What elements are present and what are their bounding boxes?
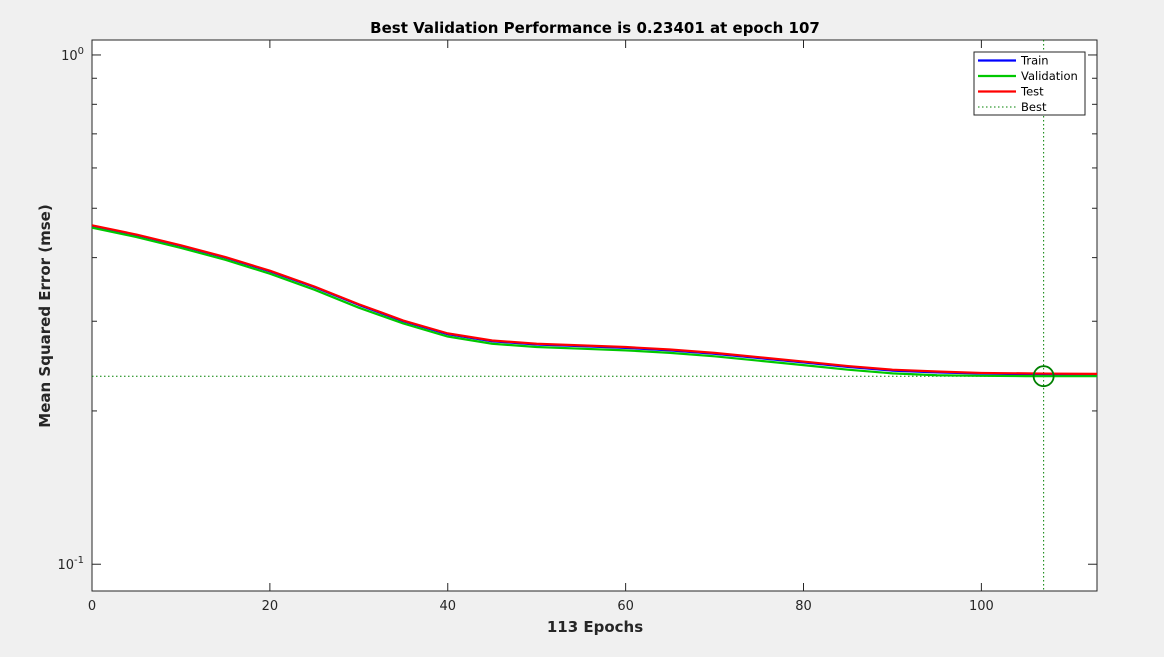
x-tick-label: 0 xyxy=(88,599,96,614)
x-tick-label: 40 xyxy=(439,599,456,614)
x-tick-label: 100 xyxy=(969,599,994,614)
series-line-validation xyxy=(91,226,1097,378)
legend-label-best: Best xyxy=(1021,100,1047,114)
x-axis-label: 113 Epochs xyxy=(547,618,643,636)
y-tick-label: 10-1 xyxy=(57,555,84,573)
series-line-test xyxy=(91,224,1098,375)
plot-marks xyxy=(91,40,1098,591)
best-marker xyxy=(1032,365,1055,388)
x-axis-ticks: 0 20 40 60 80 100 xyxy=(88,40,994,614)
y-axis-ticks: 100 10-1 xyxy=(57,46,1097,573)
plot-area xyxy=(91,39,1098,592)
legend-label-train: Train xyxy=(1020,54,1049,68)
legend-box xyxy=(973,51,1086,116)
y-tick-label: 100 xyxy=(61,46,84,64)
legend-label-validation: Validation xyxy=(1021,69,1078,83)
x-tick-label: 60 xyxy=(617,599,634,614)
x-tick-label: 20 xyxy=(262,599,279,614)
chart-title: Best Validation Performance is 0.23401 a… xyxy=(370,19,820,37)
legend-label-test: Test xyxy=(1020,85,1044,99)
x-tick-label: 80 xyxy=(795,599,812,614)
y-axis-label: Mean Squared Error (mse) xyxy=(36,204,54,427)
